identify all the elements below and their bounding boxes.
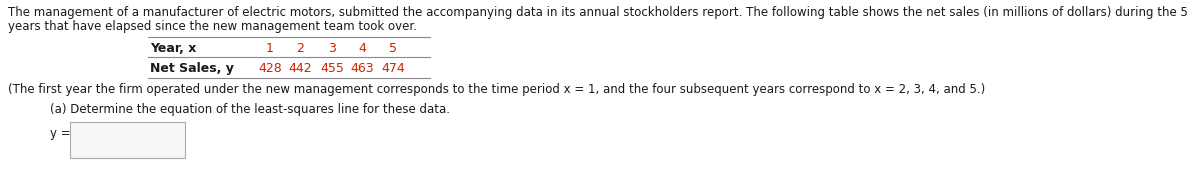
Text: The management of a manufacturer of electric motors, submitted the accompanying : The management of a manufacturer of elec… — [8, 6, 1188, 19]
Text: 1: 1 — [266, 42, 274, 55]
Text: 463: 463 — [350, 62, 374, 75]
Text: Year, x: Year, x — [150, 42, 197, 55]
Text: 3: 3 — [328, 42, 336, 55]
Text: (The first year the firm operated under the new management corresponds to the ti: (The first year the firm operated under … — [8, 83, 985, 96]
Text: y =: y = — [50, 127, 71, 140]
Text: years that have elapsed since the new management team took over.: years that have elapsed since the new ma… — [8, 20, 418, 33]
Text: (a) Determine the equation of the least-squares line for these data.: (a) Determine the equation of the least-… — [50, 103, 450, 116]
Text: Net Sales, y: Net Sales, y — [150, 62, 234, 75]
Text: 474: 474 — [382, 62, 404, 75]
Text: 4: 4 — [358, 42, 366, 55]
Text: 428: 428 — [258, 62, 282, 75]
Text: 2: 2 — [296, 42, 304, 55]
Text: 442: 442 — [288, 62, 312, 75]
Text: 5: 5 — [389, 42, 397, 55]
Text: 455: 455 — [320, 62, 344, 75]
